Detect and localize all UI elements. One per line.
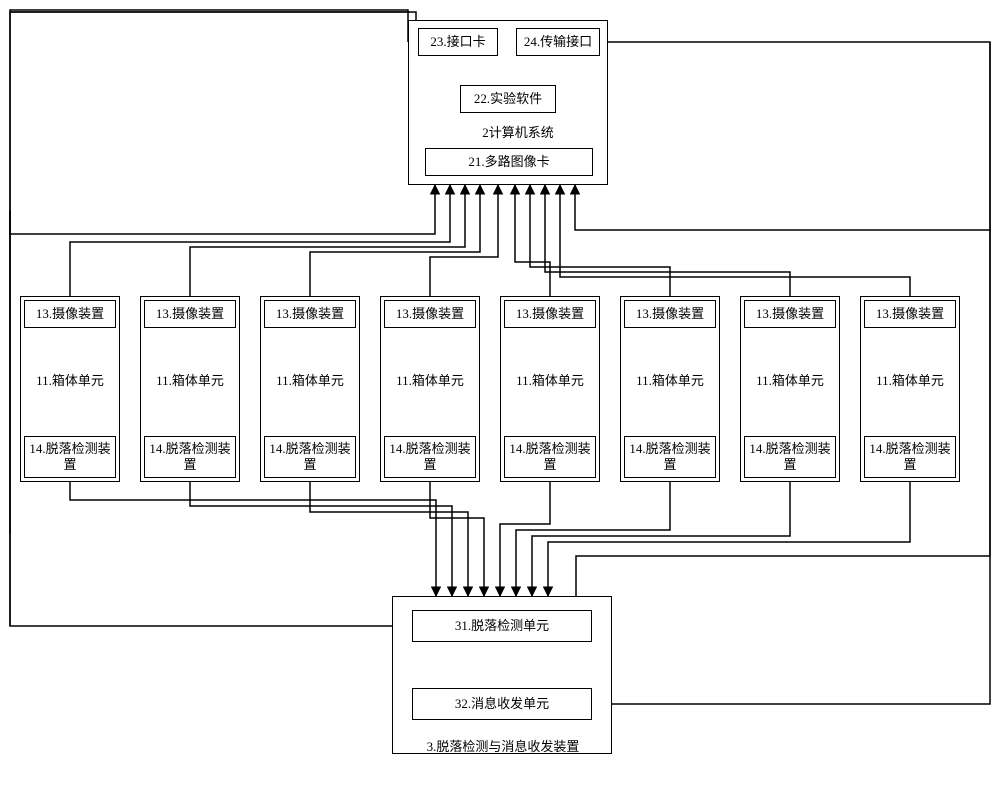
box-unit-label-2: 11.箱体单元 [264,370,356,388]
comp-transfer-if: 24.传输接口 [516,28,600,56]
comp-software: 22.实验软件 [460,85,556,113]
box-unit-label-0: 11.箱体单元 [24,370,116,388]
comp-interface-card: 23.接口卡 [418,28,498,56]
detach-detect-7: 14.脱落检测装置 [864,436,956,478]
box-unit-label-5: 11.箱体单元 [624,370,716,388]
detach-detect-3: 14.脱落检测装置 [384,436,476,478]
box-unit-label-3: 11.箱体单元 [384,370,476,388]
camera-3: 13.摄像装置 [384,300,476,328]
camera-5: 13.摄像装置 [624,300,716,328]
camera-4: 13.摄像装置 [504,300,596,328]
detach-detect-6: 14.脱落检测装置 [744,436,836,478]
detector-label: 3.脱落检测与消息收发装置 [398,736,608,754]
detach-detect-4: 14.脱落检测装置 [504,436,596,478]
camera-1: 13.摄像装置 [144,300,236,328]
box-unit-label-4: 11.箱体单元 [504,370,596,388]
detach-detect-1: 14.脱落检测装置 [144,436,236,478]
camera-2: 13.摄像装置 [264,300,356,328]
camera-7: 13.摄像装置 [864,300,956,328]
detector-msg-unit: 32.消息收发单元 [412,688,592,720]
detach-detect-2: 14.脱落检测装置 [264,436,356,478]
comp-image-card: 21.多路图像卡 [425,148,593,176]
camera-6: 13.摄像装置 [744,300,836,328]
detach-detect-5: 14.脱落检测装置 [624,436,716,478]
detector-detect-unit: 31.脱落检测单元 [412,610,592,642]
box-unit-label-1: 11.箱体单元 [144,370,236,388]
box-unit-label-6: 11.箱体单元 [744,370,836,388]
computer-system-label: 2计算机系统 [448,122,588,140]
camera-0: 13.摄像装置 [24,300,116,328]
detach-detect-0: 14.脱落检测装置 [24,436,116,478]
box-unit-label-7: 11.箱体单元 [864,370,956,388]
